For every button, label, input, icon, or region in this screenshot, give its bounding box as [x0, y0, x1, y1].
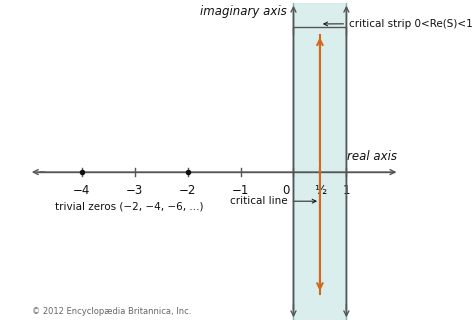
Text: © 2012 Encyclopædia Britannica, Inc.: © 2012 Encyclopædia Britannica, Inc.	[32, 307, 191, 316]
Text: 1: 1	[343, 184, 350, 197]
Text: −1: −1	[232, 184, 249, 197]
Bar	[293, 3, 346, 320]
Text: trivial zeros (−2, −4, −6, ...): trivial zeros (−2, −4, −6, ...)	[55, 201, 204, 211]
Text: critical line: critical line	[230, 196, 316, 206]
Text: ½: ½	[314, 184, 326, 197]
Text: −4: −4	[73, 184, 91, 197]
Text: −3: −3	[126, 184, 143, 197]
Text: −2: −2	[179, 184, 196, 197]
Text: 0: 0	[282, 184, 289, 197]
Text: imaginary axis: imaginary axis	[201, 5, 287, 18]
Text: real axis: real axis	[346, 150, 397, 162]
Text: critical strip 0<Re(S)<1: critical strip 0<Re(S)<1	[324, 19, 473, 29]
